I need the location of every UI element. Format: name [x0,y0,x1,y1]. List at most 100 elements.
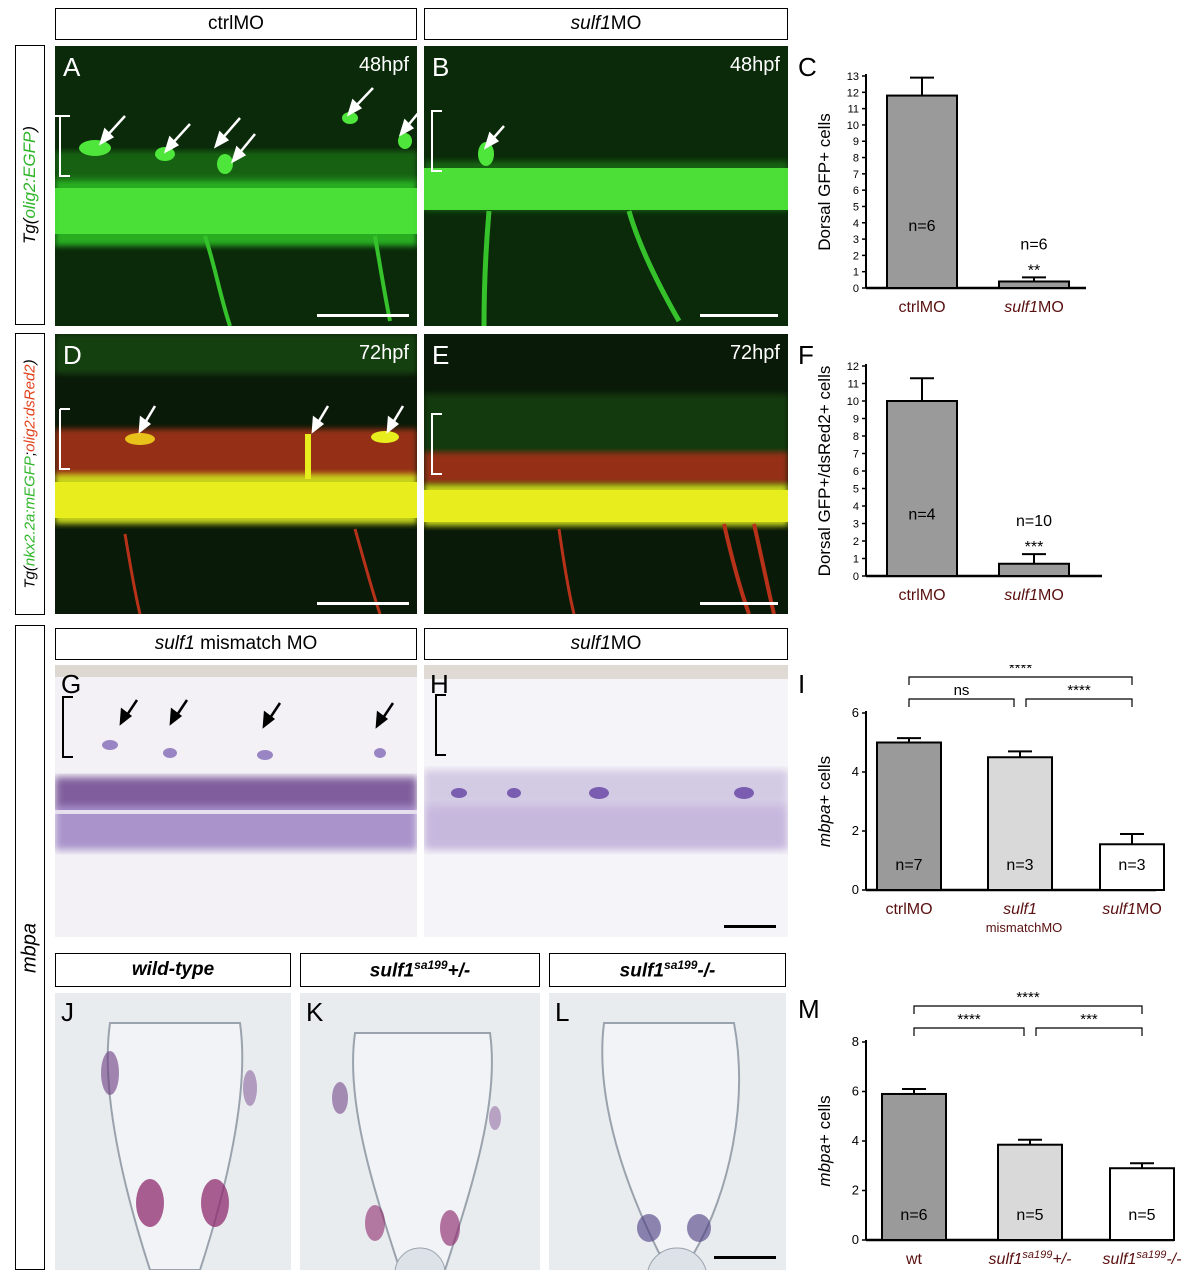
chart-c-bar [998,280,1070,290]
chart-c-y-tick-label: 12 [847,87,859,99]
panel-b-image [424,110,788,326]
side-label-olig2: Tg(olig2:EGFP) [15,45,45,325]
chart-i-bar [1099,843,1165,891]
panel-g-image [55,665,417,850]
chart-c-y-tick-label: 3 [853,234,859,246]
chart-i-n-label: n=7 [895,857,922,874]
chart-c-y-tick-label: 10 [847,120,859,132]
chart-m-bar [997,1143,1063,1241]
chart-f-y-tick-label: 5 [853,484,859,496]
header-hom: sulf1sa199-/- [549,953,786,987]
chart-i-bar [876,741,942,891]
panel-a-letter: A [63,52,81,82]
chart-c-y-tick-label: 1 [853,267,859,279]
chart-i-n-label: n=3 [1006,857,1033,874]
panel-d-micrograph: D 72hpf [55,334,417,614]
chart-f-n-label: n=10 [1016,513,1052,530]
chart-m-svg: M 0 2 4 6 8 mbpa+ cells n=6 wt n=5 sulf1sa199+/- n=… [798,989,1182,1268]
panel-e-micrograph: E 72hpf [424,334,788,614]
panel-b-micrograph: B 48hpf [424,46,788,326]
chart-i-bracket [908,698,1015,707]
panel-h-image [424,665,788,928]
header-wild-type: wild-type [55,953,291,987]
panel-j-micrograph: J [55,993,291,1270]
panel-g-micrograph: G [55,665,417,937]
chart-c-n-label: n=6 [1020,236,1047,253]
chart-m-category-label: sulf1sa199-/- [1103,1249,1182,1268]
header-het: sulf1sa199+/- [300,953,540,987]
chart-f-y-tick-label: 10 [847,396,859,408]
chart-f-y-tick-label: 0 [853,571,859,583]
chart-f-y-label: Dorsal GFP+/dsRed2+ cells [815,366,834,577]
chart-c-y-tick-label: 2 [853,250,859,262]
chart-f-y-tick-label: 9 [853,414,859,426]
panel-a-micrograph: A 48hpf [55,46,417,326]
chart-f-bar [998,562,1070,577]
side-label-nkx: Tg(nkx2.2a:mEGFP;olig2:dsRed2) [15,333,45,615]
header-sulf1mo: sulf1 MO [424,8,788,40]
panel-d-stage: 72hpf [358,342,409,364]
chart-m-y-label: mbpa+ cells [815,1095,834,1186]
chart-i-bracket [1025,698,1133,707]
chart-c-category-label: sulf1MO [1004,299,1064,316]
chart-f-letter: F [798,340,814,370]
chart-f-y-tick-label: 7 [853,449,859,461]
chart-f-y-tick-label: 6 [853,466,859,478]
chart-m-n-label: n=5 [1016,1207,1043,1224]
chart-i-n-label: n=3 [1118,857,1145,874]
chart-c-category-label: ctrlMO [898,299,945,316]
chart-c-sig-label: ** [1028,262,1040,279]
chart-c-y-tick-label: 9 [853,136,859,148]
chart-m-bracket [913,1005,1143,1014]
panel-e-image [424,394,788,614]
chart-m-y-tick-label: 4 [852,1133,859,1148]
panel-l-image [601,1022,776,1270]
chart-f-y-tick-label: 3 [853,519,859,531]
chart-i-category-label: sulf1MO [1102,901,1162,918]
chart-m-y-tick-label: 8 [852,1034,859,1049]
chart-i-bracket [908,676,1133,685]
panel-l-micrograph: L [549,993,786,1270]
chart-i-letter: I [798,669,805,699]
chart-c-letter: C [798,52,817,82]
chart-f-y-tick-label: 12 [847,361,859,373]
chart-m-bar [881,1092,947,1241]
chart-m-y-tick-label: 6 [852,1084,859,1099]
chart-f-bar [886,400,958,577]
chart-m-n-label: n=5 [1128,1207,1155,1224]
panel-j-image [101,1022,257,1270]
panel-h-micrograph: H [424,665,788,937]
panel-g-letter: G [61,669,82,699]
header-mismatch: sulf1 mismatch MO [55,628,417,660]
panel-e-letter: E [432,340,450,370]
chart-c-y-tick-label: 13 [847,71,859,83]
chart-i-category-label: sulf1 [1003,901,1037,918]
chart-c-y-tick-label: 6 [853,185,859,197]
chart-i-y-label: mbpa+ cells [815,756,834,847]
chart-i-svg: I 0 2 4 6 mbpa+ cells n=7 ctrlMO n=3 sulf1 mismatc… [798,660,1165,935]
chart-f-y-tick-label: 1 [853,554,859,566]
chart-m-category-label: wt [905,1251,923,1268]
chart-m-n-label: n=6 [900,1207,927,1224]
chart-f-y-tick-label: 11 [848,379,859,391]
chart-m: M 0 2 4 6 8 mbpa+ cells n=6 wt n=5 sulf1sa199+/- n=… [796,989,1196,1275]
chart-i-bracket-label: **** [1009,665,1033,677]
chart-m-bracket-label: *** [1080,1011,1098,1028]
chart-c-n-label: n=6 [908,218,935,235]
panel-k-letter: K [306,997,324,1027]
chart-f: F 0 1 2 3 4 5 6 7 8 9 10 11 12 Dorsal GFP+/dsRed2+ cel… [796,336,1196,621]
chart-i-bar [987,756,1053,891]
chart-i-y-tick-label: 6 [852,705,859,720]
chart-m-letter: M [798,994,820,1024]
chart-f-y-tick-label: 8 [853,431,859,443]
panel-b-letter: B [432,52,450,82]
chart-i-y-tick-label: 4 [852,764,859,779]
chart-c-y-label: Dorsal GFP+ cells [815,113,834,250]
chart-c-y-tick-label: 11 [848,104,859,116]
chart-f-y-tick-label: 2 [853,536,859,548]
chart-m-bracket-label: **** [957,1011,981,1028]
chart-i-category-label: ctrlMO [885,901,932,918]
chart-m-y-tick-label: 2 [852,1183,859,1198]
